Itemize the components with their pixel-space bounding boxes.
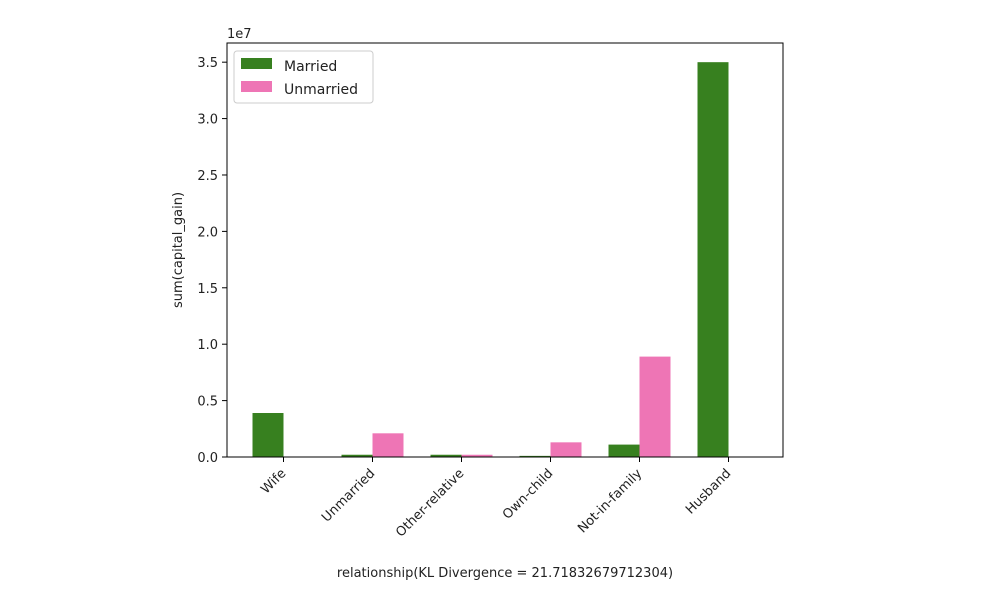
bar-married-unmarried (341, 454, 373, 457)
legend-label-married: Married (284, 59, 337, 75)
y-axis-label: sum(capital_gain) (171, 192, 186, 308)
y-tick-label: 1.5 (197, 282, 218, 297)
legend-swatch-unmarried (241, 81, 272, 92)
x-axis-label: relationship(KL Divergence = 21.71832679… (337, 566, 673, 581)
bar-unmarried-other-relative (461, 454, 493, 457)
bar-unmarried-own-child (550, 442, 582, 457)
bar-married-other-relative (430, 454, 462, 457)
y-tick-label: 0.0 (197, 451, 218, 466)
y-tick-label: 2.0 (197, 225, 218, 240)
x-tick-label-other-relative: Other-relative (393, 466, 467, 540)
bar-married-husband (697, 62, 729, 457)
y-tick-label: 1.0 (197, 338, 218, 353)
y-tick-label: 2.5 (197, 169, 218, 184)
y-tick-label: 3.5 (197, 56, 218, 71)
bar-unmarried-unmarried (372, 433, 404, 457)
x-tick-label-unmarried: Unmarried (319, 466, 378, 525)
x-tick-label-own-child: Own-child (500, 466, 556, 522)
legend-label-unmarried: Unmarried (284, 82, 358, 98)
y-tick-label: 3.0 (197, 113, 218, 128)
x-tick-label-husband: Husband (683, 466, 734, 517)
bar-married-wife (252, 413, 284, 457)
bars-group (252, 62, 729, 457)
bar-married-own-child (519, 455, 551, 457)
bar-married-not-in-family (608, 444, 640, 457)
y-axis-offset-label: 1e7 (227, 27, 252, 42)
x-tick-label-wife: Wife (258, 466, 289, 497)
plot-area-frame (226, 42, 784, 458)
x-axis: Wife Unmarried Other-relative Own-child Not-… (258, 457, 734, 540)
bar-unmarried-not-in-family (639, 356, 671, 457)
legend: Married Unmarried (233, 50, 374, 104)
y-tick-label: 0.5 (197, 395, 218, 410)
y-axis: 0.0 0.5 1.0 1.5 2.0 2.5 3.0 3.5 (197, 56, 227, 466)
x-tick-label-not-in-family: Not-in-family (575, 466, 645, 536)
legend-swatch-married (241, 58, 272, 69)
